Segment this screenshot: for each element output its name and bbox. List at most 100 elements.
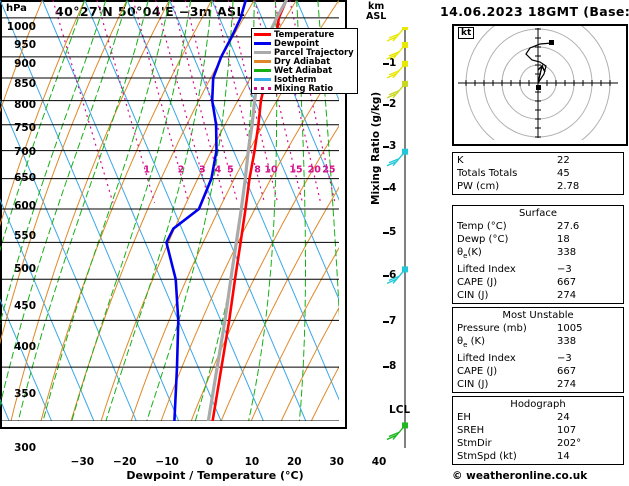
altitude-tick-mark bbox=[383, 187, 389, 190]
index-label: EH bbox=[457, 412, 471, 423]
index-row: EH 24 bbox=[453, 411, 623, 424]
legend-item-label: Dry Adiabat bbox=[274, 56, 331, 66]
wind-barb bbox=[386, 27, 408, 42]
x-axis-title: Dewpoint / Temperature (°C) bbox=[126, 469, 304, 482]
altitude-tick-label: 7 bbox=[389, 315, 397, 328]
svg-text:20: 20 bbox=[308, 165, 322, 176]
svg-text:5: 5 bbox=[227, 165, 234, 176]
index-row: θe (K) 338 bbox=[453, 335, 623, 352]
temperature-tick-label: −30 bbox=[70, 456, 95, 468]
index-value: 14 bbox=[557, 451, 570, 462]
km-unit-line2: ASL bbox=[366, 11, 387, 22]
station-coordinates: 40°27'N 50°04'E −3m ASL bbox=[55, 4, 245, 19]
wind-barb bbox=[386, 60, 408, 79]
pressure-tick-label: 600 bbox=[14, 199, 36, 212]
svg-text:25: 25 bbox=[322, 165, 335, 176]
index-row: Lifted Index −3 bbox=[453, 263, 623, 276]
svg-text:10: 10 bbox=[264, 165, 278, 176]
wind-barb bbox=[386, 80, 408, 99]
legend-item: Wet Adiabat bbox=[254, 66, 355, 75]
pressure-tick-label: 900 bbox=[14, 57, 36, 70]
panel-title: Most Unstable bbox=[502, 310, 574, 321]
legend-color-swatch bbox=[254, 69, 271, 72]
index-row: Temp (°C) 27.6 bbox=[453, 220, 623, 233]
index-label: CAPE (J) bbox=[457, 366, 498, 377]
legend-item-label: Temperature bbox=[274, 29, 335, 39]
temperature-tick-label: −10 bbox=[155, 456, 179, 468]
index-value: −3 bbox=[557, 353, 572, 364]
index-label: Temp (°C) bbox=[457, 221, 507, 232]
altitude-tick-label: 6 bbox=[389, 269, 397, 282]
altitude-tick-mark bbox=[383, 231, 389, 234]
index-row: StmDir 202° bbox=[453, 437, 623, 450]
pressure-tick-label: 750 bbox=[14, 121, 36, 134]
svg-text:15: 15 bbox=[289, 165, 302, 176]
altitude-tick-label: 2 bbox=[389, 98, 397, 111]
temperature-tick-label: −20 bbox=[113, 456, 137, 468]
legend-item: Parcel Trajectory bbox=[254, 48, 355, 57]
index-row: SREH 107 bbox=[453, 424, 623, 437]
legend-color-swatch bbox=[254, 42, 271, 45]
pressure-tick-label: 800 bbox=[14, 99, 36, 112]
index-value: 338 bbox=[557, 247, 577, 258]
km-unit-line1: km bbox=[368, 1, 385, 12]
index-row: Dewp (°C) 18 bbox=[453, 233, 623, 246]
pressure-unit-label: hPa bbox=[6, 3, 27, 14]
altitude-tick-label: 3 bbox=[389, 139, 397, 152]
index-value: 22 bbox=[557, 155, 570, 166]
index-value: 338 bbox=[557, 336, 577, 347]
hodograph-plot[interactable]: kt bbox=[452, 10, 628, 156]
index-label: Lifted Index bbox=[457, 264, 516, 275]
index-value: 202° bbox=[557, 438, 582, 449]
legend-color-swatch bbox=[254, 51, 271, 54]
pressure-tick-label: 450 bbox=[14, 300, 36, 313]
index-value: −3 bbox=[557, 264, 572, 275]
wind-barb bbox=[386, 266, 408, 285]
pressure-tick-label: 500 bbox=[14, 263, 36, 276]
index-value: 45 bbox=[557, 168, 570, 179]
altitude-tick-label: 8 bbox=[389, 360, 397, 373]
chart-legend: Temperature Dewpoint Parcel Trajectory Dry … bbox=[251, 28, 358, 94]
index-row: CIN (J) 274 bbox=[453, 378, 623, 391]
index-row: PW (cm) 2.78 bbox=[453, 180, 623, 193]
svg-text:3: 3 bbox=[199, 165, 206, 176]
index-row: Pressure (mb) 1005 bbox=[453, 322, 623, 335]
index-label: StmSpd (kt) bbox=[457, 451, 517, 462]
pressure-tick-label: 550 bbox=[14, 230, 36, 243]
altitude-tick-mark bbox=[383, 145, 389, 148]
pressure-tick-label: 400 bbox=[14, 341, 36, 354]
legend-item-label: Wet Adiabat bbox=[274, 65, 333, 75]
index-value: 2.78 bbox=[557, 181, 580, 192]
most-unstable-panel: Most Unstable Pressure (mb) 1005 θe (K) 338 L… bbox=[452, 307, 624, 393]
index-label: Totals Totals bbox=[457, 168, 518, 179]
index-label: PW (cm) bbox=[457, 181, 500, 192]
index-label: CAPE (J) bbox=[457, 277, 498, 288]
altitude-tick-mark bbox=[383, 366, 389, 369]
svg-text:2: 2 bbox=[178, 165, 185, 176]
legend-item-label: Mixing Ratio bbox=[274, 83, 334, 93]
temperature-tick-label: 40 bbox=[371, 456, 387, 468]
pressure-tick-label: 950 bbox=[14, 38, 36, 51]
index-row: CIN (J) 274 bbox=[453, 289, 623, 302]
temperature-tick-label: 10 bbox=[244, 456, 260, 468]
legend-color-swatch bbox=[254, 60, 271, 63]
index-row: CAPE (J) 667 bbox=[453, 365, 623, 378]
index-row: Totals Totals 45 bbox=[453, 167, 623, 180]
altitude-tick-mark bbox=[383, 321, 389, 324]
index-value: 18 bbox=[557, 234, 570, 245]
panel-title: Surface bbox=[518, 208, 558, 219]
pressure-tick-label: 300 bbox=[14, 442, 36, 454]
general-indices-panel: K 22 Totals Totals 45 PW (cm) 2.78 bbox=[452, 152, 624, 195]
index-label: Pressure (mb) bbox=[457, 323, 527, 334]
copyright-notice: © weatheronline.co.uk bbox=[452, 470, 588, 482]
legend-color-swatch bbox=[254, 87, 271, 90]
altitude-tick-label: 5 bbox=[389, 225, 397, 238]
index-label: SREH bbox=[457, 425, 485, 436]
index-value: 107 bbox=[557, 425, 577, 436]
pressure-tick-label: 650 bbox=[14, 171, 36, 184]
svg-text:8: 8 bbox=[254, 165, 261, 176]
legend-item: Dry Adiabat bbox=[254, 57, 355, 66]
hodograph-canvas bbox=[458, 10, 618, 156]
altitude-tick-label: 1 bbox=[389, 57, 397, 70]
legend-item-label: Parcel Trajectory bbox=[274, 47, 354, 57]
